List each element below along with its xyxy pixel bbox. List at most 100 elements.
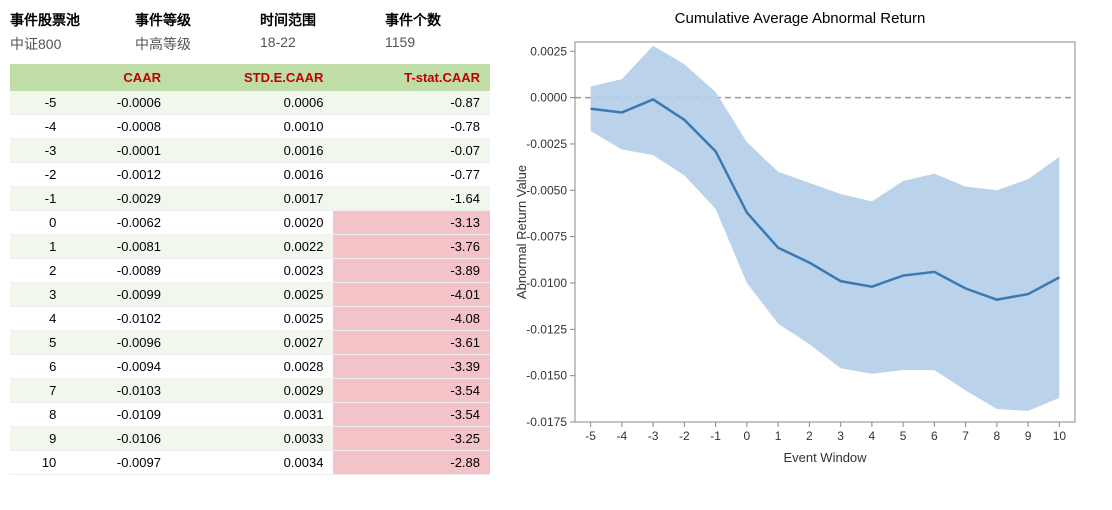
table-row: 3-0.00990.0025-4.01 (10, 283, 490, 307)
table-cell: 7 (10, 379, 66, 403)
table-row: 10-0.00970.0034-2.88 (10, 451, 490, 475)
meta-range-label: 时间范围 (260, 10, 365, 30)
table-cell: -0.07 (333, 139, 490, 163)
table-cell: -0.77 (333, 163, 490, 187)
main-container: 事件股票池 中证800 事件等级 中高等级 时间范围 1 8 -2 2 事件个数 11… (10, 10, 1102, 480)
table-cell: -2 (10, 163, 66, 187)
svg-text:0.0025: 0.0025 (530, 44, 567, 58)
meta-grade-value: 中高等级 (135, 34, 240, 54)
table-cell: 0.0029 (171, 379, 333, 403)
table-cell: -1.64 (333, 187, 490, 211)
svg-text:-0.0125: -0.0125 (526, 322, 567, 336)
svg-text:-4: -4 (617, 429, 628, 443)
meta-grid: 事件股票池 中证800 事件等级 中高等级 时间范围 18-22 事件个数 11… (10, 10, 490, 54)
table-cell: 3 (10, 283, 66, 307)
caar-table: CAAR STD.E.CAAR T-stat.CAAR -5-0.00060.0… (10, 64, 490, 475)
table-row: -5-0.00060.0006-0.87 (10, 91, 490, 115)
svg-text:2: 2 (806, 429, 813, 443)
table-row: 9-0.01060.0033-3.25 (10, 427, 490, 451)
svg-text:Abnormal Return Value: Abnormal Return Value (514, 165, 529, 299)
table-row: -2-0.00120.0016-0.77 (10, 163, 490, 187)
table-cell: -0.78 (333, 115, 490, 139)
table-cell: 0.0025 (171, 307, 333, 331)
table-cell: -0.0109 (66, 403, 171, 427)
svg-text:-2: -2 (679, 429, 690, 443)
svg-text:-0.0050: -0.0050 (526, 183, 567, 197)
meta-grade: 事件等级 中高等级 (135, 10, 240, 54)
meta-count: 事件个数 1159 (385, 10, 490, 54)
chart-svg: -0.0175-0.0150-0.0125-0.0100-0.0075-0.00… (510, 32, 1090, 472)
table-cell: 0.0017 (171, 187, 333, 211)
table-cell: -5 (10, 91, 66, 115)
table-cell: 0.0034 (171, 451, 333, 475)
table-header-row: CAAR STD.E.CAAR T-stat.CAAR (10, 64, 490, 91)
table-cell: -4 (10, 115, 66, 139)
svg-text:-3: -3 (648, 429, 659, 443)
table-cell: 1 (10, 235, 66, 259)
table-cell: -0.0094 (66, 355, 171, 379)
table-row: 1-0.00810.0022-3.76 (10, 235, 490, 259)
table-cell: 0.0016 (171, 139, 333, 163)
table-cell: -0.0012 (66, 163, 171, 187)
meta-pool: 事件股票池 中证800 (10, 10, 115, 54)
svg-text:0.0000: 0.0000 (530, 91, 567, 105)
table-cell: -0.0008 (66, 115, 171, 139)
table-row: 8-0.01090.0031-3.54 (10, 403, 490, 427)
table-row: 7-0.01030.0029-3.54 (10, 379, 490, 403)
svg-text:0: 0 (744, 429, 751, 443)
svg-text:4: 4 (869, 429, 876, 443)
svg-text:-0.0075: -0.0075 (526, 230, 567, 244)
svg-text:8: 8 (994, 429, 1001, 443)
table-cell: 10 (10, 451, 66, 475)
table-cell: -3.54 (333, 379, 490, 403)
table-cell: 4 (10, 307, 66, 331)
table-cell: 0.0023 (171, 259, 333, 283)
table-row: 0-0.00620.0020-3.13 (10, 211, 490, 235)
table-cell: -3.54 (333, 403, 490, 427)
meta-count-label: 事件个数 (385, 10, 490, 30)
table-row: 5-0.00960.0027-3.61 (10, 331, 490, 355)
svg-text:9: 9 (1025, 429, 1032, 443)
table-cell: 8 (10, 403, 66, 427)
table-cell: -3.89 (333, 259, 490, 283)
svg-text:5: 5 (900, 429, 907, 443)
caar-chart: Cumulative Average Abnormal Return -0.01… (510, 10, 1090, 480)
table-row: 4-0.01020.0025-4.08 (10, 307, 490, 331)
table-cell: -3.39 (333, 355, 490, 379)
meta-count-value: 1159 (385, 34, 490, 50)
svg-text:Event Window: Event Window (783, 450, 867, 465)
table-cell: -3 (10, 139, 66, 163)
left-panel: 事件股票池 中证800 事件等级 中高等级 时间范围 1 8 -2 2 事件个数 11… (10, 10, 490, 475)
svg-text:-5: -5 (585, 429, 596, 443)
table-cell: 0.0028 (171, 355, 333, 379)
table-cell: -3.76 (333, 235, 490, 259)
table-cell: -0.0097 (66, 451, 171, 475)
col-std: STD.E.CAAR (171, 64, 333, 91)
table-cell: 2 (10, 259, 66, 283)
table-cell: -4.01 (333, 283, 490, 307)
table-cell: -0.0099 (66, 283, 171, 307)
table-row: -4-0.00080.0010-0.78 (10, 115, 490, 139)
table-cell: -3.25 (333, 427, 490, 451)
svg-text:7: 7 (962, 429, 969, 443)
table-cell: -0.0062 (66, 211, 171, 235)
table-cell: -0.0081 (66, 235, 171, 259)
table-cell: 0 (10, 211, 66, 235)
table-cell: -0.0096 (66, 331, 171, 355)
table-cell: -3.61 (333, 331, 490, 355)
svg-text:3: 3 (837, 429, 844, 443)
table-row: -1-0.00290.0017-1.64 (10, 187, 490, 211)
table-cell: 0.0027 (171, 331, 333, 355)
table-cell: 0.0020 (171, 211, 333, 235)
meta-pool-label: 事件股票池 (10, 10, 115, 30)
svg-text:-0.0150: -0.0150 (526, 369, 567, 383)
table-cell: -0.0102 (66, 307, 171, 331)
table-cell: 0.0016 (171, 163, 333, 187)
table-cell: -0.0089 (66, 259, 171, 283)
table-cell: -0.87 (333, 91, 490, 115)
table-row: 2-0.00890.0023-3.89 (10, 259, 490, 283)
col-idx (10, 64, 66, 91)
table-cell: -0.0103 (66, 379, 171, 403)
col-t: T-stat.CAAR (333, 64, 490, 91)
table-cell: -4.08 (333, 307, 490, 331)
